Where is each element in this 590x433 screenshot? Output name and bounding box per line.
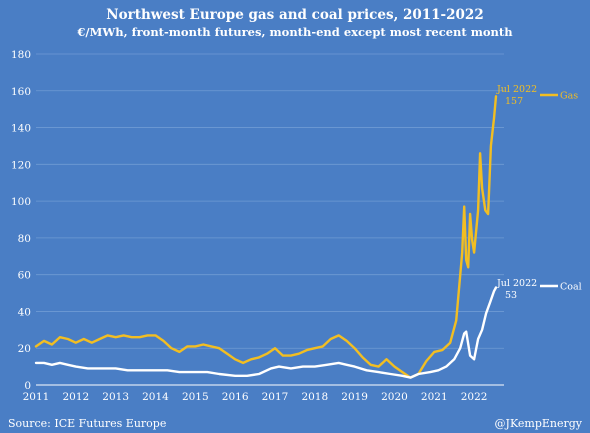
x-tick-label: 2022 <box>461 391 488 403</box>
x-axis-ticks: 2011 2012 2013 2014 2015 2016 2017 2018 2019 2020… <box>23 391 488 403</box>
x-tick-label: 2015 <box>182 391 209 403</box>
chart-title: Northwest Europe gas and coal prices, 20… <box>106 7 483 23</box>
x-tick-label: 2011 <box>23 391 50 403</box>
y-tick-label: 140 <box>11 123 31 135</box>
end-label-gas: Jul 2022 <box>496 84 537 95</box>
series-line-coal <box>34 286 498 379</box>
x-tick-label: 2021 <box>421 391 448 403</box>
y-tick-label: 180 <box>11 49 31 61</box>
source-note: Source: ICE Futures Europe <box>8 417 166 430</box>
end-value-gas: 157 <box>505 96 523 107</box>
author-credit: @JKempEnergy <box>495 417 583 430</box>
y-tick-label: 40 <box>18 306 31 318</box>
x-tick-label: 2016 <box>222 391 249 403</box>
x-tick-label: 2012 <box>62 391 89 403</box>
end-value-coal: 53 <box>505 290 517 301</box>
y-axis-ticks: 0 20 40 60 80 100 120 140 160 180 <box>11 49 31 392</box>
end-label-coal: Jul 2022 <box>496 278 537 289</box>
x-tick-label: 2014 <box>142 391 169 403</box>
x-tick-label: 2017 <box>262 391 289 403</box>
y-tick-label: 100 <box>11 196 31 208</box>
y-tick-label: 0 <box>24 380 31 392</box>
x-tick-label: 2020 <box>381 391 408 403</box>
x-tick-label: 2013 <box>102 391 129 403</box>
x-tick-label: 2018 <box>301 391 328 403</box>
y-tick-label: 120 <box>11 159 31 171</box>
y-tick-label: 80 <box>18 233 31 245</box>
legend-label-coal: Coal <box>560 282 582 293</box>
series-lines <box>34 95 498 379</box>
y-tick-label: 20 <box>18 343 31 355</box>
gridlines <box>36 53 504 386</box>
x-tick-label: 2019 <box>341 391 368 403</box>
y-tick-label: 60 <box>18 270 31 282</box>
chart-subtitle: €/MWh, front-month futures, month-end ex… <box>76 25 513 39</box>
legend-label-gas: Gas <box>560 91 578 102</box>
y-tick-label: 160 <box>11 86 31 98</box>
series-line-gas <box>34 95 498 379</box>
